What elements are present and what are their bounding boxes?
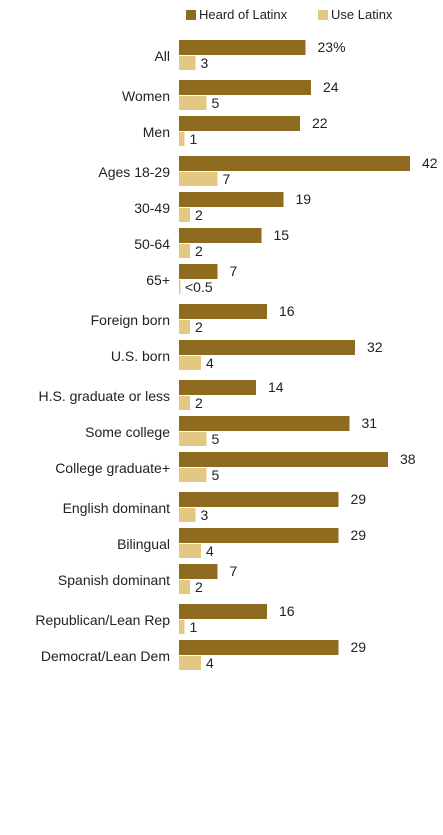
value-label-use: 5 — [212, 95, 220, 111]
value-label-heard: 31 — [362, 415, 378, 431]
bar-use — [179, 320, 190, 334]
category-label: English dominant — [63, 500, 171, 516]
value-label-heard: 16 — [279, 303, 295, 319]
category-label: Republican/Lean Rep — [35, 612, 170, 628]
bar-heard — [179, 340, 355, 355]
value-label-heard: 7 — [230, 563, 238, 579]
category-label: Women — [122, 88, 170, 104]
bar-heard — [179, 304, 267, 319]
value-label-use: 1 — [190, 619, 198, 635]
category-label: Bilingual — [117, 536, 170, 552]
bar-use — [179, 280, 181, 294]
bar-use — [179, 656, 201, 670]
value-label-use: 3 — [201, 507, 209, 523]
category-label: 30-49 — [134, 200, 170, 216]
value-label-use: 4 — [206, 543, 214, 559]
value-label-heard: 7 — [230, 263, 238, 279]
value-label-use: 4 — [206, 355, 214, 371]
bar-heard — [179, 40, 306, 55]
value-label-heard: 23% — [318, 39, 346, 55]
bar-use — [179, 468, 207, 482]
value-label-use: <0.5 — [185, 279, 213, 295]
value-label-heard: 38 — [400, 451, 416, 467]
bar-heard — [179, 528, 339, 543]
bar-use — [179, 56, 196, 70]
category-label: College graduate+ — [55, 460, 170, 476]
category-label: Men — [143, 124, 170, 140]
bar-use — [179, 620, 185, 634]
category-label: U.S. born — [111, 348, 170, 364]
bar-use — [179, 132, 185, 146]
value-label-use: 2 — [195, 243, 203, 259]
value-label-heard: 29 — [351, 527, 367, 543]
bar-use — [179, 432, 207, 446]
value-label-heard: 29 — [351, 491, 367, 507]
value-label-use: 5 — [212, 467, 220, 483]
value-label-use: 1 — [190, 131, 198, 147]
category-label: Some college — [85, 424, 170, 440]
value-label-heard: 14 — [268, 379, 284, 395]
bar-heard — [179, 604, 267, 619]
bar-heard — [179, 492, 339, 507]
value-label-heard: 24 — [323, 79, 339, 95]
value-label-heard: 22 — [312, 115, 328, 131]
category-label: 65+ — [146, 272, 170, 288]
value-label-use: 7 — [223, 171, 231, 187]
legend-label-use: Use Latinx — [331, 7, 393, 22]
bar-heard — [179, 264, 218, 279]
bar-heard — [179, 80, 311, 95]
value-label-heard: 19 — [296, 191, 312, 207]
category-label: H.S. graduate or less — [38, 388, 170, 404]
bar-use — [179, 96, 207, 110]
category-label: Ages 18-29 — [98, 164, 170, 180]
category-label: Spanish dominant — [58, 572, 170, 588]
category-label: Democrat/Lean Dem — [41, 648, 170, 664]
value-label-use: 2 — [195, 207, 203, 223]
bar-use — [179, 172, 218, 186]
value-label-heard: 32 — [367, 339, 383, 355]
bar-use — [179, 396, 190, 410]
value-label-heard: 29 — [351, 639, 367, 655]
bar-heard — [179, 416, 350, 431]
bar-heard — [179, 192, 284, 207]
category-label: All — [154, 48, 170, 64]
value-label-use: 2 — [195, 319, 203, 335]
bar-use — [179, 580, 190, 594]
bar-heard — [179, 452, 388, 467]
legend-label-heard: Heard of Latinx — [199, 7, 288, 22]
bar-heard — [179, 564, 218, 579]
legend-swatch-heard — [186, 10, 196, 20]
value-label-heard: 16 — [279, 603, 295, 619]
value-label-heard: 42 — [422, 155, 438, 171]
bar-heard — [179, 228, 262, 243]
value-label-heard: 15 — [274, 227, 290, 243]
bar-use — [179, 508, 196, 522]
bar-use — [179, 356, 201, 370]
value-label-use: 4 — [206, 655, 214, 671]
bar-heard — [179, 156, 410, 171]
category-label: Foreign born — [91, 312, 170, 328]
bar-heard — [179, 380, 256, 395]
category-label: 50-64 — [134, 236, 170, 252]
bar-use — [179, 544, 201, 558]
bar-use — [179, 244, 190, 258]
bar-heard — [179, 640, 339, 655]
value-label-use: 2 — [195, 579, 203, 595]
value-label-use: 5 — [212, 431, 220, 447]
value-label-use: 2 — [195, 395, 203, 411]
value-label-use: 3 — [201, 55, 209, 71]
bar-heard — [179, 116, 300, 131]
legend-swatch-use — [318, 10, 328, 20]
bar-use — [179, 208, 190, 222]
